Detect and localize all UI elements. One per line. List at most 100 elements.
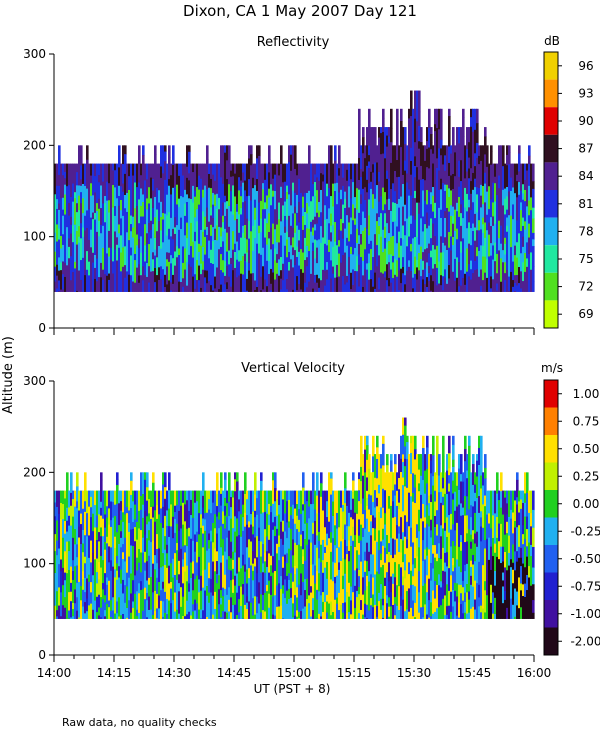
heatmap-column: [462, 108, 465, 292]
heatmap-column: [68, 490, 71, 619]
heatmap-column: [160, 145, 163, 292]
heatmap-column: [218, 163, 221, 292]
colorbar-label: 87: [578, 142, 593, 156]
heatmap-column: [380, 127, 383, 292]
heatmap-column: [260, 472, 263, 619]
heatmap-column: [90, 163, 93, 292]
heatmap-column: [430, 127, 433, 292]
heatmap-column: [334, 490, 337, 619]
heatmap-column: [488, 490, 491, 619]
heatmap-column: [434, 108, 437, 292]
heatmap-column: [510, 163, 513, 292]
heatmap-column: [140, 163, 143, 292]
heatmap-column: [262, 163, 265, 292]
heatmap-column: [444, 472, 447, 619]
heatmap-column: [108, 163, 111, 292]
heatmap-column: [424, 145, 427, 292]
heatmap-column: [278, 163, 281, 292]
colorbar-label: 0.25: [573, 469, 600, 483]
heatmap-column: [374, 454, 377, 619]
heatmap-column: [382, 108, 385, 292]
vertical-velocity-heatmap: [54, 417, 535, 619]
heatmap-column: [228, 472, 231, 619]
heatmap-column: [140, 472, 143, 619]
heatmap-column: [362, 454, 365, 619]
colorbar-label: -0.75: [570, 579, 600, 593]
heatmap-column: [468, 127, 471, 292]
heatmap-column: [334, 145, 337, 292]
heatmap-column: [78, 490, 81, 619]
heatmap-column: [218, 490, 221, 619]
reflectivity-y-ticks: 0 100 200 300: [23, 47, 54, 335]
heatmap-column: [494, 490, 497, 619]
heatmap-column: [456, 472, 459, 619]
heatmap-column: [60, 163, 63, 292]
heatmap-column: [166, 490, 169, 619]
heatmap-column: [340, 163, 343, 292]
heatmap-column: [84, 163, 87, 292]
heatmap-column: [516, 163, 519, 292]
heatmap-column: [508, 145, 511, 292]
heatmap-column: [138, 490, 141, 619]
heatmap-column: [444, 145, 447, 292]
heatmap-column: [352, 163, 355, 292]
heatmap-column: [464, 435, 467, 619]
x-tick-label: 15:15: [337, 666, 372, 680]
colorbar-swatch: [544, 245, 558, 273]
heatmap-column: [384, 472, 387, 619]
y-tick-label: 200: [23, 138, 46, 152]
heatmap-column: [214, 490, 217, 619]
heatmap-column: [120, 490, 123, 619]
heatmap-column: [310, 490, 313, 619]
heatmap-column: [500, 472, 503, 619]
heatmap-column: [122, 490, 125, 619]
heatmap-column: [386, 127, 389, 292]
heatmap-column: [410, 90, 413, 292]
heatmap-column: [520, 163, 523, 292]
heatmap-column: [220, 145, 223, 292]
heatmap-column: [456, 127, 459, 292]
heatmap-column: [272, 163, 275, 292]
heatmap-column: [90, 490, 93, 619]
x-tick-label: 14:30: [157, 666, 192, 680]
heatmap-column: [476, 454, 479, 619]
heatmap-column: [110, 490, 113, 619]
heatmap-column: [522, 490, 525, 619]
heatmap-column: [278, 490, 281, 619]
x-tick-label: 14:45: [217, 666, 252, 680]
heatmap-column: [252, 163, 255, 292]
heatmap-column: [484, 127, 487, 292]
heatmap-column: [526, 163, 529, 292]
heatmap-column: [206, 145, 209, 292]
heatmap-column: [412, 435, 415, 619]
heatmap-column: [450, 472, 453, 619]
y-tick-label: 300: [23, 47, 46, 61]
heatmap-column: [378, 454, 381, 619]
heatmap-column: [502, 145, 505, 292]
heatmap-column: [446, 454, 449, 619]
heatmap-column: [380, 454, 383, 619]
heatmap-column: [178, 163, 181, 292]
heatmap-column: [240, 163, 243, 292]
heatmap-column: [448, 108, 451, 292]
heatmap-column: [466, 127, 469, 292]
heatmap-column: [440, 472, 443, 619]
heatmap-column: [64, 490, 67, 619]
heatmap-column: [490, 490, 493, 619]
heatmap-column: [506, 490, 509, 619]
heatmap-column: [364, 435, 367, 619]
heatmap-column: [284, 163, 287, 292]
heatmap-column: [324, 490, 327, 619]
heatmap-column: [310, 163, 313, 292]
colorbar-swatch: [544, 435, 558, 463]
colorbar-swatch: [544, 217, 558, 246]
colorbar-swatch: [544, 107, 558, 135]
heatmap-column: [496, 472, 499, 619]
colorbar-label: 0.00: [573, 497, 600, 511]
heatmap-column: [396, 472, 399, 619]
heatmap-column: [338, 145, 341, 292]
heatmap-column: [276, 490, 279, 619]
heatmap-column: [390, 454, 393, 619]
heatmap-column: [312, 163, 315, 292]
heatmap-column: [420, 454, 423, 619]
